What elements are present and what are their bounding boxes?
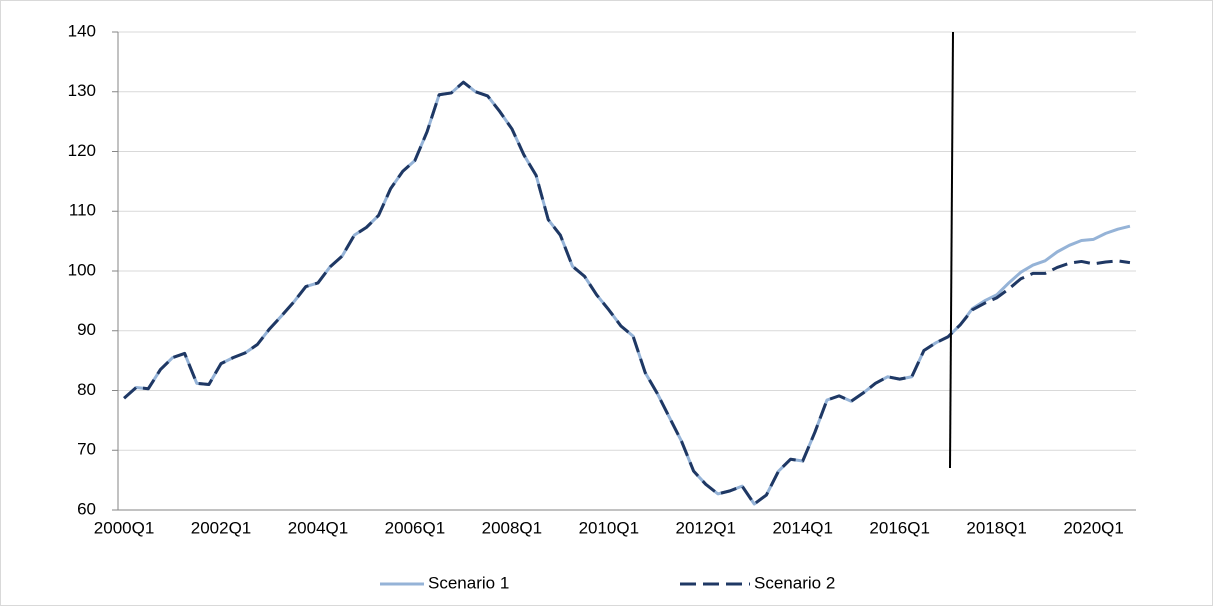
grid [112, 31, 1136, 511]
plot [123, 80, 1131, 506]
legend-label: Scenario 1 [428, 573, 509, 592]
x-tick-label: 2010Q1 [579, 518, 640, 537]
x-tick-label: 2018Q1 [966, 518, 1027, 537]
x-tick-label: 2020Q1 [1063, 518, 1124, 537]
y-tick-label: 130 [68, 81, 96, 100]
series-line [123, 80, 1131, 506]
y-tick-label: 100 [68, 260, 96, 279]
y-tick-label: 140 [68, 21, 96, 40]
legend-label: Scenario 2 [754, 573, 835, 592]
y-tick-label: 90 [77, 320, 96, 339]
y-tick-label: 60 [77, 499, 96, 518]
x-tick-label: 2000Q1 [94, 518, 155, 537]
divider-line [949, 31, 954, 469]
x-tick-label: 2012Q1 [676, 518, 737, 537]
x-tick-label: 2014Q1 [772, 518, 833, 537]
y-tick-label: 110 [69, 201, 96, 220]
y-tick-label: 120 [68, 141, 96, 160]
x-tick-label: 2006Q1 [385, 518, 446, 537]
y-tick-label: 80 [77, 380, 96, 399]
y-tick-label: 70 [77, 440, 96, 459]
x-tick-label: 2004Q1 [288, 518, 349, 537]
x-tick-label: 2002Q1 [191, 518, 252, 537]
x-tick-label: 2008Q1 [482, 518, 543, 537]
x-tick-label: 2016Q1 [869, 518, 930, 537]
